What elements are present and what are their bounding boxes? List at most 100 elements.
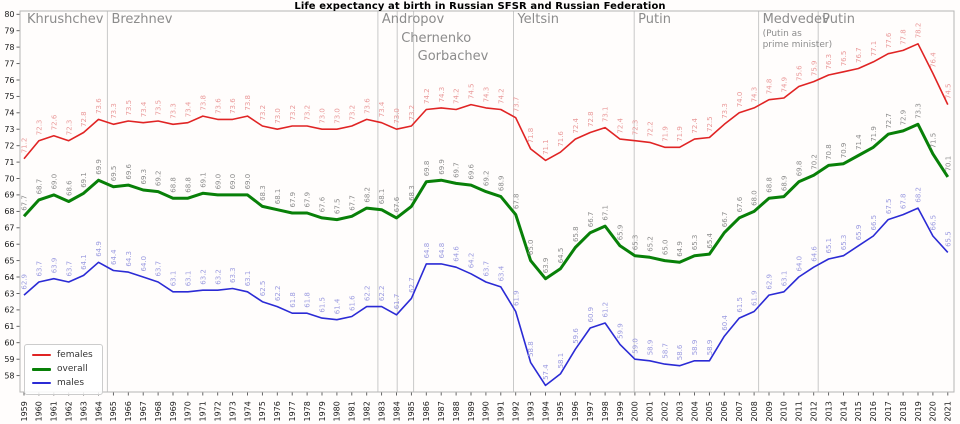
point-label-males-2005: 58.9 [706,340,714,356]
x-tick-label: 1982 [363,401,372,421]
point-label-females-1986: 74.2 [423,88,431,104]
point-label-females-1974: 73.8 [244,95,252,111]
series-line-males [23,207,949,387]
x-tick-label: 2020 [929,401,938,421]
point-label-overall-2017: 72.7 [885,113,893,129]
x-tick-label: 1975 [258,401,267,421]
point-label-females-1964: 73.6 [95,98,103,114]
point-label-females-2006: 73.3 [721,103,729,119]
point-label-males-1986: 64.8 [423,243,431,259]
point-label-overall-2013: 70.8 [825,144,833,160]
point-label-males-2020: 66.5 [930,215,938,231]
point-label-males-2011: 64.0 [795,256,803,272]
point-label-males-1987: 64.8 [438,243,446,259]
x-tick-label: 2008 [750,401,759,421]
point-label-females-2016: 77.1 [870,41,878,57]
y-tick-label: 66 [4,240,14,249]
legend-label-females: females [57,350,93,360]
legend-item-females: females [32,350,93,360]
point-label-overall-2016: 71.9 [870,126,878,142]
overall-line-swatch [32,367,51,371]
y-tick-label: 60 [4,339,14,348]
point-label-males-1999: 59.9 [617,323,625,339]
point-label-females-2005: 72.5 [706,116,714,132]
point-label-males-1991: 63.4 [497,265,505,281]
point-label-males-1967: 64.0 [140,256,148,272]
x-tick-label: 1988 [452,401,461,421]
x-tick-label: 2018 [899,401,908,421]
point-label-females-2017: 77.6 [885,32,893,48]
point-label-overall-1982: 68.2 [363,187,371,203]
x-tick-label: 1960 [35,401,44,421]
x-tick-label: 1997 [586,401,595,421]
point-label-females-1967: 73.4 [140,101,148,117]
x-tick-label: 1967 [139,401,148,421]
point-label-males-2019: 68.2 [915,187,923,203]
point-label-males-1959: 62.9 [21,274,29,290]
point-label-females-2009: 74.8 [766,79,774,95]
point-label-overall-1970: 68.8 [185,177,193,193]
point-label-overall-2007: 67.6 [736,196,744,212]
y-tick-label: 79 [4,27,14,36]
point-label-overall-2008: 68.0 [751,190,759,206]
x-tick-label: 2019 [914,401,923,421]
point-label-females-1962: 72.3 [65,120,73,136]
point-label-males-2006: 60.4 [721,315,729,331]
x-tick-label: 1971 [199,401,208,421]
point-label-males-1973: 63.3 [229,267,237,283]
y-tick-label: 67 [4,224,14,233]
point-label-females-1995: 71.6 [557,131,565,147]
point-label-females-1996: 72.4 [572,117,580,133]
y-tick-label: 61 [4,322,14,331]
point-label-overall-1996: 65.8 [572,226,580,242]
point-label-overall-1967: 69.3 [140,169,148,185]
x-tick-label: 1996 [571,401,580,421]
point-label-overall-1980: 67.5 [334,199,342,215]
x-tick-label: 2016 [869,401,878,421]
point-label-males-1977: 61.8 [289,292,297,308]
point-label-males-2017: 67.5 [885,199,893,215]
y-tick-label: 69 [4,191,14,200]
x-tick-label: 2006 [720,401,729,421]
y-tick-label: 72 [4,142,14,151]
point-label-overall-1963: 69.1 [80,172,88,188]
x-tick-label: 1968 [154,401,163,421]
point-label-males-1994: 57.4 [542,364,550,380]
point-label-females-2020: 76.4 [930,52,938,68]
point-label-females-1987: 74.3 [438,87,446,103]
point-label-males-1983: 62.2 [378,286,386,302]
x-tick-label: 1959 [20,401,29,421]
point-label-females-1971: 73.8 [199,95,207,111]
point-label-overall-2020: 71.5 [930,133,938,149]
point-label-males-2003: 58.6 [676,344,684,360]
point-label-males-1980: 61.4 [334,298,342,314]
legend-item-overall: overall [32,364,93,374]
point-label-overall-1983: 68.1 [378,189,386,205]
point-label-overall-2003: 64.9 [676,241,684,257]
point-label-females-2001: 72.2 [646,121,654,137]
point-label-females-1993: 71.8 [527,128,535,144]
point-label-males-1982: 62.2 [363,286,371,302]
point-label-males-1961: 63.9 [50,258,58,274]
legend-item-males: males [32,378,93,388]
point-label-overall-2005: 65.4 [706,232,714,248]
x-tick-label: 1965 [109,401,118,421]
point-label-females-2021: 74.5 [944,84,952,100]
point-label-males-1972: 63.2 [214,269,222,285]
point-label-overall-1997: 66.7 [587,212,595,228]
point-label-females-1961: 72.6 [50,114,58,130]
point-label-females-1976: 73.0 [274,108,282,124]
x-tick-label: 1999 [616,401,625,421]
point-label-females-1982: 73.6 [363,98,371,114]
point-label-males-2016: 66.5 [870,215,878,231]
x-tick-label: 1962 [65,401,74,421]
x-tick-label: 1978 [303,401,312,421]
point-label-overall-1969: 68.8 [170,177,178,193]
point-label-males-1996: 59.6 [572,328,580,344]
point-label-males-1988: 64.6 [453,246,461,262]
point-label-males-1984: 61.7 [393,294,401,310]
point-label-overall-1981: 67.7 [348,195,356,211]
point-label-females-1969: 73.3 [170,103,178,119]
point-label-males-1990: 63.7 [483,261,491,277]
